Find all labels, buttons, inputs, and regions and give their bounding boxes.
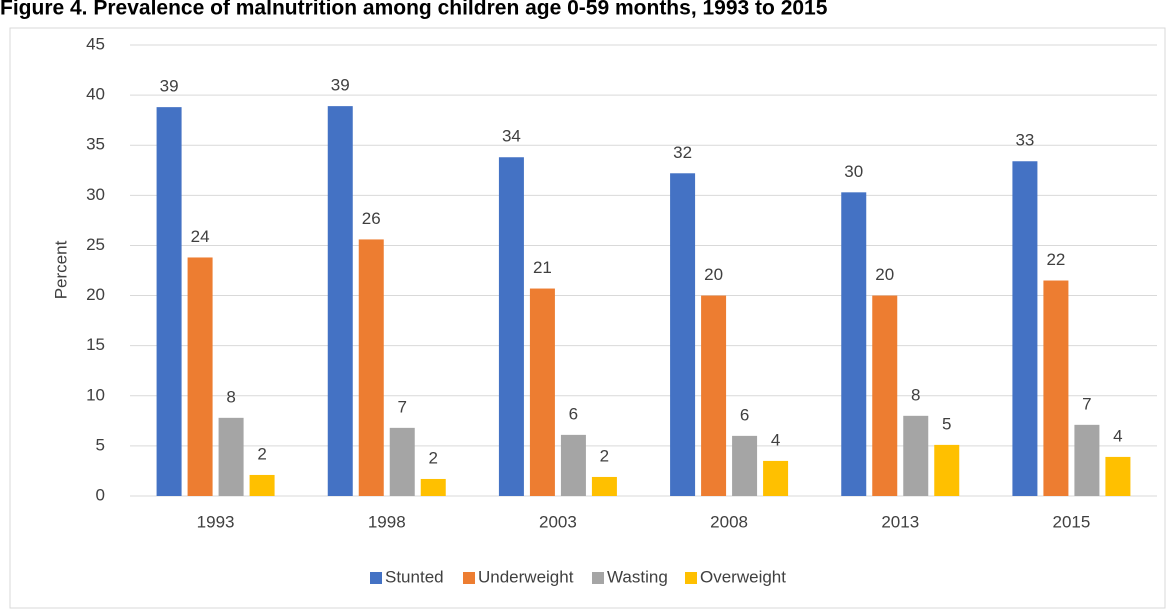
- legend-label: Stunted: [385, 567, 444, 586]
- y-tick-label: 25: [86, 235, 105, 254]
- x-tick-label: 2013: [881, 512, 919, 531]
- legend-swatch: [370, 572, 382, 584]
- bar: [529, 288, 555, 496]
- bar: [1043, 280, 1069, 496]
- data-label: 20: [704, 265, 723, 284]
- y-tick-label: 40: [86, 85, 105, 104]
- data-label: 7: [1082, 394, 1091, 413]
- data-label: 8: [226, 387, 235, 406]
- bar: [560, 434, 586, 496]
- legend-label: Wasting: [607, 567, 668, 586]
- y-tick-label: 20: [86, 285, 105, 304]
- bar: [701, 295, 727, 496]
- x-tick-label: 1993: [197, 512, 235, 531]
- y-tick-label: 35: [86, 135, 105, 154]
- bar: [934, 444, 960, 496]
- data-label: 20: [875, 265, 894, 284]
- data-label: 2: [600, 446, 609, 465]
- legend-swatch: [592, 572, 604, 584]
- data-label: 7: [398, 397, 407, 416]
- y-tick-label: 15: [86, 335, 105, 354]
- data-label: 2: [429, 448, 438, 467]
- data-label: 8: [911, 385, 920, 404]
- legend-label: Underweight: [478, 567, 574, 586]
- data-label: 24: [191, 227, 210, 246]
- bar: [1074, 424, 1100, 496]
- data-label: 34: [502, 127, 521, 146]
- x-tick-label: 2015: [1053, 512, 1091, 531]
- data-label: 22: [1046, 250, 1065, 269]
- bar: [358, 239, 384, 497]
- chart-title: Figure 4. Prevalence of malnutrition amo…: [0, 0, 828, 20]
- bar: [498, 157, 524, 496]
- data-label: 5: [942, 414, 951, 433]
- x-tick-label: 2003: [539, 512, 577, 531]
- x-tick-label: 1998: [368, 512, 406, 531]
- bar: [732, 435, 758, 496]
- bar: [841, 192, 867, 496]
- chart-frame: [9, 27, 1166, 609]
- data-label: 26: [362, 209, 381, 228]
- bar: [591, 476, 617, 496]
- bar: [187, 257, 213, 496]
- y-tick-label: 45: [86, 34, 105, 53]
- legend-swatch: [463, 572, 475, 584]
- bar: [420, 478, 446, 496]
- y-tick-label: 10: [86, 385, 105, 404]
- bar: [1105, 456, 1131, 496]
- y-axis-label: Percent: [51, 240, 70, 299]
- y-tick-label: 0: [96, 485, 105, 504]
- data-label: 21: [533, 258, 552, 277]
- bar: [872, 295, 898, 496]
- data-label: 39: [331, 76, 350, 95]
- data-label: 30: [844, 162, 863, 181]
- bar: [763, 460, 789, 496]
- data-label: 32: [673, 143, 692, 162]
- legend-swatch: [685, 572, 697, 584]
- data-label: 4: [771, 430, 780, 449]
- data-label: 4: [1113, 426, 1122, 445]
- bar: [156, 107, 182, 496]
- bar: [1012, 161, 1038, 496]
- y-tick-label: 30: [86, 185, 105, 204]
- bar: [670, 173, 696, 497]
- bar: [249, 474, 275, 496]
- legend-label: Overweight: [700, 567, 786, 586]
- data-label: 6: [569, 404, 578, 423]
- data-label: 6: [740, 405, 749, 424]
- bar: [327, 106, 353, 496]
- x-tick-label: 2008: [710, 512, 748, 531]
- bar: [218, 417, 244, 496]
- data-label: 33: [1015, 131, 1034, 150]
- y-tick-label: 5: [96, 435, 105, 454]
- data-label: 2: [257, 444, 266, 463]
- data-label: 39: [160, 77, 179, 96]
- bar: [903, 415, 929, 496]
- bar: [389, 427, 415, 496]
